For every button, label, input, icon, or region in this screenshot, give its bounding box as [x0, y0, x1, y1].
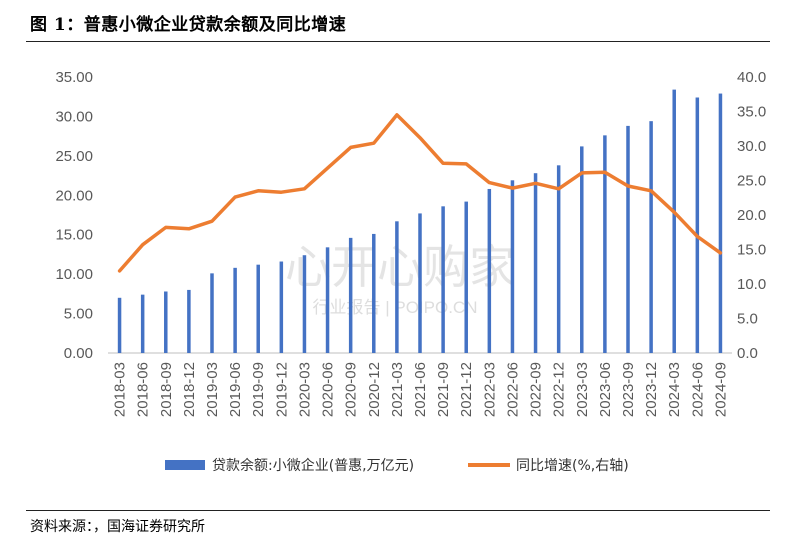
x-tick-2022-06: 2022-06 [504, 362, 521, 417]
x-tick-2020-03: 2020-03 [296, 362, 313, 417]
bar-2020-03 [302, 255, 307, 353]
bar-2020-12 [372, 233, 376, 353]
y-left-tick-5.00: 5.00 [64, 306, 93, 323]
bar-2021-09 [441, 206, 445, 353]
x-tick-2018-12: 2018-12 [181, 362, 198, 417]
bar-2020-09 [348, 237, 353, 353]
bar-series [117, 89, 723, 354]
bar-2018-03 [117, 297, 122, 353]
watermark-sub: 行业报告 | POIPO.CN [313, 298, 478, 317]
y-axis-right-labels: 0.0 5.0 10.0 15.0 20.0 25.0 30.0 35.0 40.0 [737, 69, 766, 362]
x-tick-2021-06: 2021-06 [412, 362, 429, 417]
legend-bar-swatch [165, 460, 205, 470]
bar-2024-03 [672, 89, 676, 354]
x-tick-2024-06: 2024-06 [689, 362, 706, 417]
x-tick-2019-09: 2019-09 [250, 362, 267, 417]
y-axis-left-labels: 0.00 5.00 10.00 15.00 20.00 25.00 30.00 35.00 [55, 69, 93, 362]
y-left-tick-35.00: 35.00 [55, 69, 93, 86]
x-tick-2022-12: 2022-12 [551, 362, 568, 417]
x-axis-labels: 2018-03 2018-06 2018-09 2018-12 2019-03 2019-… [112, 362, 730, 417]
x-tick-2022-03: 2022-03 [481, 362, 498, 417]
x-tick-2021-09: 2021-09 [435, 362, 452, 417]
y-left-tick-25.00: 25.00 [55, 148, 93, 165]
y-left-tick-30.00: 30.00 [55, 108, 93, 125]
y-right-tick-10.0: 10.0 [737, 276, 766, 293]
bar-2022-06 [510, 180, 515, 353]
x-tick-2019-06: 2019-06 [227, 362, 244, 417]
bar-2020-06 [325, 247, 330, 353]
x-tick-2019-12: 2019-12 [273, 362, 290, 417]
x-tick-2018-06: 2018-06 [135, 362, 152, 417]
bar-2021-06 [418, 213, 422, 353]
bar-2019-12 [279, 261, 284, 353]
bar-2024-06 [695, 97, 700, 353]
y-right-tick-35.0: 35.0 [737, 104, 766, 121]
bottom-rule [26, 510, 770, 511]
x-tick-2024-09: 2024-09 [712, 362, 729, 417]
y-left-tick-10.00: 10.00 [55, 266, 93, 283]
bar-2023-12 [649, 121, 653, 353]
x-tick-2021-12: 2021-12 [458, 362, 475, 417]
bar-2022-09 [533, 173, 538, 353]
line-series [117, 113, 723, 273]
bar-2019-06 [233, 267, 237, 353]
y-right-tick-30.0: 30.0 [737, 138, 766, 155]
chart-title: 图 1：普惠小微企业贷款余额及同比增速 [30, 15, 347, 35]
bar-2021-12 [464, 201, 468, 353]
x-tick-2020-09: 2020-09 [343, 362, 360, 417]
x-tick-2023-03: 2023-03 [574, 362, 591, 417]
y-left-tick-20.00: 20.00 [55, 187, 93, 204]
legend-line-label: 同比增速(%,右轴) [516, 458, 629, 474]
x-tick-2023-06: 2023-06 [597, 362, 614, 417]
x-tick-2023-09: 2023-09 [620, 362, 637, 417]
y-right-tick-40.0: 40.0 [737, 69, 766, 86]
x-tick-2018-03: 2018-03 [112, 362, 129, 417]
bar-2023-03 [580, 146, 584, 353]
bar-2023-09 [626, 125, 630, 354]
bar-2019-09 [256, 264, 260, 353]
legend-bar-label: 贷款余额:小微企业(普惠,万亿元) [212, 457, 414, 474]
bar-2018-06 [140, 294, 145, 353]
y-left-tick-15.00: 15.00 [55, 227, 93, 244]
y-right-tick-20.0: 20.0 [737, 207, 766, 224]
watermark-main: 心开心购家 [285, 240, 515, 294]
bar-2022-12 [556, 165, 561, 353]
y-right-tick-5.0: 5.0 [737, 311, 758, 328]
bar-2023-06 [603, 135, 607, 353]
bar-2018-12 [187, 289, 191, 353]
bar-2019-03 [210, 273, 214, 353]
x-tick-2020-12: 2020-12 [366, 362, 383, 417]
x-tick-2020-06: 2020-06 [320, 362, 337, 417]
y-left-tick-0.00: 0.00 [64, 345, 93, 362]
x-tick-2021-03: 2021-03 [389, 362, 406, 417]
bar-2018-09 [164, 291, 168, 353]
x-tick-2018-09: 2018-09 [158, 362, 175, 417]
x-tick-2023-12: 2023-12 [643, 362, 660, 417]
bar-2024-09 [718, 93, 723, 353]
bar-2021-03 [395, 221, 399, 353]
watermark: 心开心购家 行业报告 | POIPO.CN [285, 240, 515, 317]
x-tick-2022-09: 2022-09 [528, 362, 545, 417]
bar-2022-03 [487, 188, 492, 353]
x-tick-2019-03: 2019-03 [204, 362, 221, 417]
legend: 贷款余额:小微企业(普惠,万亿元) 同比增速(%,右轴) [165, 457, 629, 474]
x-tick-2024-03: 2024-03 [666, 362, 683, 417]
top-rule [26, 41, 770, 42]
y-right-tick-15.0: 15.0 [737, 242, 766, 259]
y-right-tick-25.0: 25.0 [737, 173, 766, 190]
source-note: 资料来源：，国海证券研究所 [30, 519, 205, 535]
y-right-tick-0.0: 0.0 [737, 345, 758, 362]
